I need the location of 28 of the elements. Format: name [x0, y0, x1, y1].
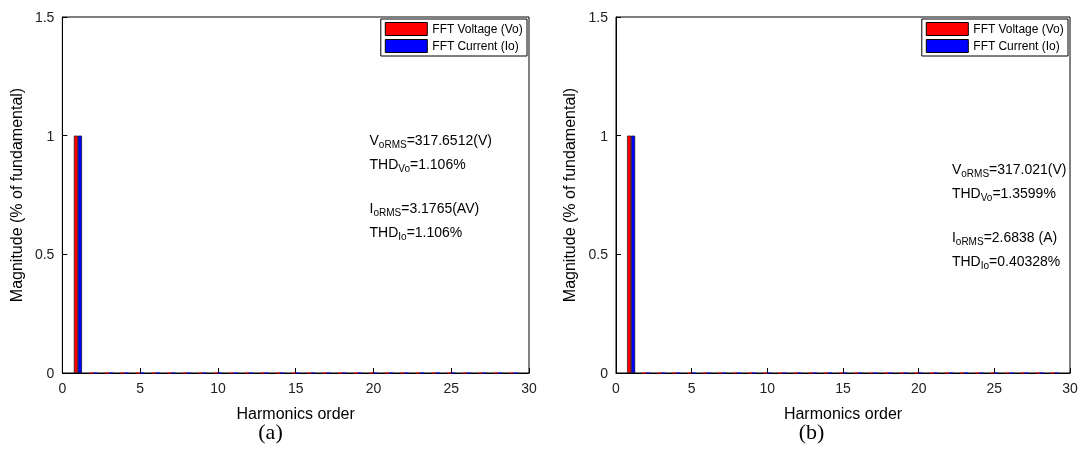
y-tick-label: 0.5 [34, 246, 55, 263]
y-tick-label: 1.5 [588, 9, 609, 25]
x-tick-label: 10 [759, 380, 776, 396]
x-tick-label: 15 [287, 380, 304, 396]
x-tick-label: 5 [136, 380, 145, 396]
x-tick-label: 30 [1062, 380, 1078, 396]
y-axis-title: Magnitude (% of fundamental) [7, 87, 25, 303]
legend-label: FFT Current (Io) [432, 39, 519, 53]
legend-label: FFT Voltage (Vo) [973, 22, 1064, 36]
x-tick-label: 5 [687, 380, 696, 396]
y-tick-label: 1.5 [34, 9, 55, 25]
legend-label: FFT Current (Io) [973, 39, 1060, 53]
x-tick-label: 30 [521, 380, 537, 396]
x-tick-label: 25 [986, 380, 1003, 396]
y-tick-label: 0 [600, 365, 609, 381]
y-tick-label: 0 [46, 365, 55, 381]
x-tick-label: 20 [365, 380, 382, 396]
y-tick-label: 0.5 [588, 246, 609, 263]
y-axis-title: Magnitude (% of fundamental) [561, 87, 579, 303]
x-tick-label: 20 [910, 380, 927, 396]
x-tick-label: 0 [58, 380, 67, 396]
y-tick-label: 1 [46, 127, 55, 144]
y-tick-label: 1 [600, 127, 609, 144]
x-tick-label: 25 [443, 380, 460, 396]
legend-label: FFT Voltage (Vo) [432, 22, 523, 36]
x-tick-label: 10 [210, 380, 226, 396]
x-tick-label: 15 [835, 380, 851, 396]
x-tick-label: 0 [612, 380, 621, 396]
